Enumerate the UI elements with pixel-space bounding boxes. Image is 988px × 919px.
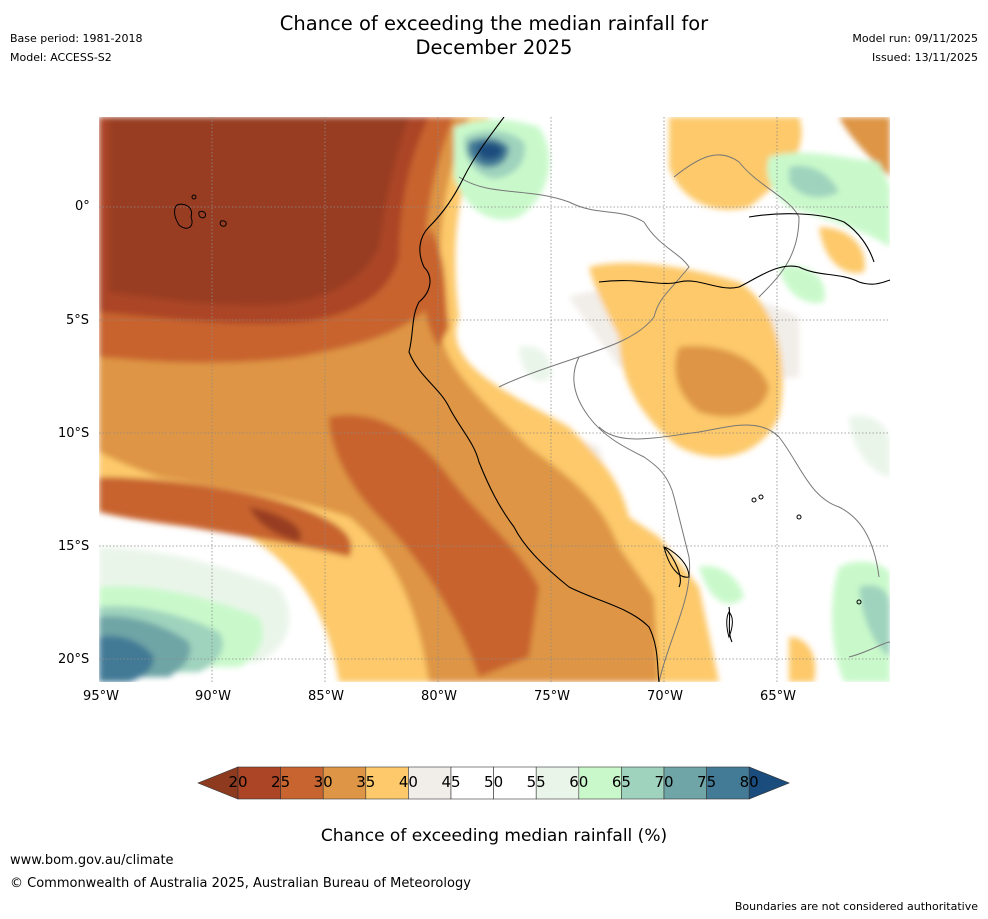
graticule xyxy=(99,117,890,682)
colorbar-segment xyxy=(535,766,580,800)
colorbar-segment xyxy=(280,766,324,800)
lon-label-75w: 75°W xyxy=(534,689,570,704)
colorbar-tick-label: 20 xyxy=(228,773,248,791)
map-title: Chance of exceeding the median rainfall … xyxy=(0,12,988,60)
colorbar-label: Chance of exceeding median rainfall (%) xyxy=(320,826,668,846)
lon-label-85w: 85°W xyxy=(308,689,344,704)
probability-field xyxy=(99,117,890,682)
model-text: Model: ACCESS-S2 xyxy=(10,51,112,64)
lat-label-15s: 15°S xyxy=(58,539,90,554)
lat-label-5s: 5°S xyxy=(66,313,90,328)
colorbar-segment xyxy=(365,766,409,800)
colorbar-tick-label: 60 xyxy=(569,773,589,791)
colorbar-tick-label: 70 xyxy=(654,773,674,791)
colorbar-segment xyxy=(322,766,367,800)
colorbar-tick-label: 45 xyxy=(441,773,461,791)
website-text: www.bom.gov.au/climate xyxy=(10,853,174,868)
colorbar-over-arrow xyxy=(748,766,791,800)
lon-label-70w: 70°W xyxy=(647,689,683,704)
colorbar-tick-label: 50 xyxy=(484,773,504,791)
colorbar-segment xyxy=(706,766,750,800)
lon-label-95w: 95°W xyxy=(83,689,119,704)
lat-label-10s: 10°S xyxy=(58,426,90,441)
rainfall-map xyxy=(99,117,890,682)
colorbar-tick-label: 25 xyxy=(271,773,291,791)
galapagos-islands xyxy=(174,194,227,229)
lon-label-80w: 80°W xyxy=(421,689,457,704)
lon-label-90w: 90°W xyxy=(195,689,231,704)
colorbar-svg xyxy=(197,766,791,800)
lon-label-65w: 65°W xyxy=(760,689,796,704)
colorbar-segment xyxy=(621,766,665,800)
colorbar-tick-label: 65 xyxy=(611,773,631,791)
colorbar xyxy=(196,766,792,800)
issued-text: Issued: 13/11/2025 xyxy=(871,51,978,64)
lakes xyxy=(663,494,862,639)
lat-label-0: 0° xyxy=(75,199,90,214)
colorbar-tick-label: 30 xyxy=(313,773,333,791)
colorbar-tick-label: 80 xyxy=(739,773,759,791)
model-run-text: Model run: 09/11/2025 xyxy=(852,32,978,45)
colorbar-segment xyxy=(450,766,494,800)
base-period-text: Base period: 1981-2018 xyxy=(10,32,143,45)
title-line-2: December 2025 xyxy=(415,36,573,59)
coastline xyxy=(408,117,890,682)
disclaimer-text: Boundaries are not considered authoritat… xyxy=(734,900,978,913)
colorbar-tick-label: 40 xyxy=(398,773,418,791)
colorbar-segment xyxy=(237,766,281,800)
colorbar-tick-label: 75 xyxy=(697,773,717,791)
country-boundaries xyxy=(458,154,890,682)
colorbar-tick-label: 55 xyxy=(526,773,546,791)
lat-label-20s: 20°S xyxy=(58,652,90,667)
copyright-text: © Commonwealth of Australia 2025, Austra… xyxy=(10,876,471,891)
rainfall-map-svg xyxy=(99,117,890,682)
title-line-1: Chance of exceeding the median rainfall … xyxy=(279,12,709,35)
colorbar-segment xyxy=(578,766,622,800)
colorbar-tick-label: 35 xyxy=(356,773,376,791)
